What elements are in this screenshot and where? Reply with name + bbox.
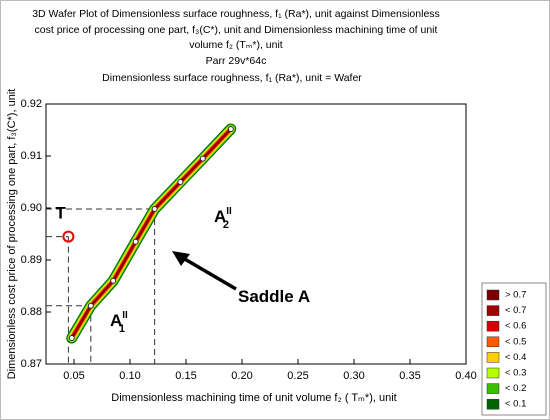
annotation-sup: II (226, 206, 232, 217)
title-line: Dimensionless surface roughness, f₁ (Ra*… (102, 72, 362, 84)
surface-point (227, 125, 234, 132)
title-line: 3D Wafer Plot of Dimensionless surface r… (32, 8, 440, 20)
legend-label: < 0.2 (505, 383, 526, 394)
y-tick-label: 0.92 (21, 98, 42, 110)
annotation-text: A (110, 311, 122, 330)
x-axis-label: Dimensionless machining time of unit vol… (111, 392, 396, 404)
title-line: volume f₂ (Tₘ*), unit (189, 39, 283, 51)
y-tick-label: 0.91 (21, 150, 42, 162)
surface-point (87, 302, 94, 309)
legend-label: < 0.7 (505, 305, 526, 316)
annotation: AII 1 (110, 310, 128, 335)
annotation-text: A (214, 207, 226, 226)
legend-swatch (486, 398, 500, 410)
surface-point (151, 206, 158, 213)
annotation: AII 2 (214, 206, 232, 231)
legend-swatch (486, 383, 500, 394)
surface-point (199, 155, 206, 162)
x-tick-label: 0.25 (287, 370, 308, 382)
x-tick-label: 0.35 (399, 370, 420, 382)
annotation: T (55, 204, 66, 223)
plot-area (45, 103, 467, 365)
title-line: cost price of processing one part, f₃(C*… (35, 24, 438, 36)
x-tick-label: 0.40 (455, 370, 476, 382)
x-tick-label: 0.15 (175, 370, 196, 382)
legend-label: > 0.7 (505, 290, 526, 301)
x-tick-label: 0.30 (343, 370, 364, 382)
x-tick-label: 0.10 (119, 370, 140, 382)
legend-label: < 0.4 (505, 352, 526, 363)
legend-swatch (486, 336, 500, 348)
legend-label: < 0.5 (505, 336, 526, 347)
surface-point (132, 238, 139, 245)
annotation-text: T (55, 204, 66, 223)
legend-swatch (486, 289, 500, 301)
legend-swatch (486, 352, 500, 363)
arrow (182, 256, 237, 291)
x-tick-label: 0.20 (231, 370, 252, 382)
y-axis-label: Dimensionless cost price of processing o… (6, 89, 18, 380)
surface-point (110, 277, 117, 284)
annotation-text: Saddle A (238, 287, 310, 306)
y-tick-label: 0.88 (21, 306, 42, 318)
surface-layer (71, 128, 232, 339)
title-line: Parr 29v*64c (206, 55, 267, 67)
legend-label: < 0.3 (505, 368, 526, 379)
x-tick-label: 0.05 (63, 370, 84, 382)
arrow-head (172, 251, 190, 266)
legend-swatch (486, 305, 500, 316)
legend-swatch (486, 320, 500, 332)
legend-box (481, 282, 547, 416)
surface-point (177, 179, 184, 185)
legend-label: < 0.6 (505, 321, 526, 332)
y-tick-label: 0.87 (21, 358, 42, 370)
legend-swatch (486, 367, 500, 379)
annotation-sub: 2 (223, 219, 229, 231)
legend-label: < 0.1 (505, 399, 526, 410)
annotation-sub: 1 (119, 323, 125, 335)
y-tick-label: 0.90 (21, 202, 42, 214)
y-tick-label: 0.89 (21, 254, 42, 266)
target-point (62, 230, 75, 243)
surface-point (68, 335, 75, 341)
annotation-sup: II (122, 310, 128, 321)
annotation: Saddle A (238, 287, 310, 306)
